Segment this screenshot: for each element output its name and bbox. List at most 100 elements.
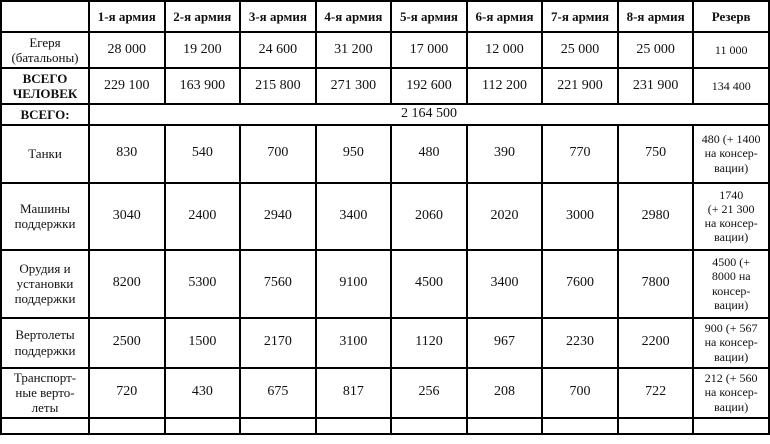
grand-total-cell: 2 164 500 <box>88 103 770 126</box>
table-row: Вертолеты поддержки 2500 1500 2170 3100 1120 9… <box>0 316 770 369</box>
cell-value: 830 <box>88 123 166 184</box>
cell-value: 3100 <box>314 316 393 369</box>
empty-cell <box>314 416 393 435</box>
row-label: ВСЕГО: <box>0 103 90 126</box>
table-header: 1-я армия 2-я армия 3-я армия 4-я армия … <box>0 0 770 33</box>
table-row: Орудия и установки поддержки 8200 5300 7560… <box>0 248 770 319</box>
row-label: Машины поддержки <box>0 181 90 251</box>
table-body: Егеря (батальоны) 28 000 19 200 24 600 31 20… <box>0 31 770 435</box>
cell-value: 4500 <box>390 248 468 319</box>
empty-cell <box>616 416 695 435</box>
military-forces-table: 1-я армия 2-я армия 3-я армия 4-я армия … <box>0 0 770 435</box>
column-header-army-1: 1-я армия <box>88 0 166 33</box>
table-row: Танки 830 540 700 950 480 390 770 750 480 (+ 1400… <box>0 123 770 184</box>
cell-value: 770 <box>541 123 619 184</box>
cell-value: 12 000 <box>465 31 544 69</box>
cell-value: 430 <box>163 366 242 419</box>
table-row: ВСЕГО: 2 164 500 <box>0 103 770 126</box>
cell-value: 950 <box>314 123 393 184</box>
cell-value: 2230 <box>541 316 619 369</box>
cell-value: 750 <box>616 123 695 184</box>
table-row: ВСЕГО ЧЕЛОВЕК 229 100 163 900 215 800 271 30… <box>0 67 770 105</box>
cell-value: 25 000 <box>541 31 619 69</box>
column-header-army-5: 5-я армия <box>390 0 468 33</box>
cell-value: 231 900 <box>616 67 695 105</box>
table-row: Транспорт- ные верто- леты 720 430 675 817 25… <box>0 366 770 419</box>
empty-cell <box>0 416 90 435</box>
cell-value: 3040 <box>88 181 166 251</box>
cell-value: 9100 <box>314 248 393 319</box>
cell-value: 8200 <box>88 248 166 319</box>
cell-value: 2940 <box>239 181 317 251</box>
cell-value: 817 <box>314 366 393 419</box>
column-header-army-6: 6-я армия <box>465 0 544 33</box>
cell-value: 7600 <box>541 248 619 319</box>
row-label: Вертолеты поддержки <box>0 316 90 369</box>
cell-value: 256 <box>390 366 468 419</box>
cell-value: 2400 <box>163 181 242 251</box>
cell-value: 17 000 <box>390 31 468 69</box>
cell-value: 3400 <box>465 248 544 319</box>
row-label: ВСЕГО ЧЕЛОВЕК <box>0 67 90 105</box>
empty-cell <box>88 416 166 435</box>
cell-value: 1740 (+ 21 300 на консер- вации) <box>692 181 770 251</box>
cell-value: 3400 <box>314 181 393 251</box>
partial-cutoff-row <box>0 416 770 435</box>
cell-value: 1500 <box>163 316 242 369</box>
cell-value: 24 600 <box>239 31 317 69</box>
cell-value: 480 (+ 1400 на консер- вации) <box>692 123 770 184</box>
cell-value: 31 200 <box>314 31 393 69</box>
cell-value: 700 <box>541 366 619 419</box>
row-label: Егеря (батальоны) <box>0 31 90 69</box>
cell-value: 271 300 <box>314 67 393 105</box>
cell-value: 19 200 <box>163 31 242 69</box>
column-header-army-8: 8-я армия <box>616 0 695 33</box>
cell-value: 25 000 <box>616 31 695 69</box>
table-row: Машины поддержки 3040 2400 2940 3400 2060 2020… <box>0 181 770 251</box>
cell-value: 5300 <box>163 248 242 319</box>
empty-cell <box>390 416 468 435</box>
cell-value: 967 <box>465 316 544 369</box>
corner-cell <box>0 0 90 33</box>
cell-value: 7560 <box>239 248 317 319</box>
column-header-army-2: 2-я армия <box>163 0 242 33</box>
cell-value: 720 <box>88 366 166 419</box>
cell-value: 134 400 <box>692 67 770 105</box>
cell-value: 215 800 <box>239 67 317 105</box>
cell-value: 208 <box>465 366 544 419</box>
cell-value: 7800 <box>616 248 695 319</box>
cell-value: 480 <box>390 123 468 184</box>
cell-value: 3000 <box>541 181 619 251</box>
cell-value: 2200 <box>616 316 695 369</box>
cell-value: 900 (+ 567 на консер- вации) <box>692 316 770 369</box>
cell-value: 212 (+ 560 на консер- вации) <box>692 366 770 419</box>
cell-value: 2980 <box>616 181 695 251</box>
empty-cell <box>163 416 242 435</box>
cell-value: 192 600 <box>390 67 468 105</box>
cell-value: 722 <box>616 366 695 419</box>
row-label: Танки <box>0 123 90 184</box>
row-label: Орудия и установки поддержки <box>0 248 90 319</box>
cell-value: 4500 (+ 8000 на консер- вации) <box>692 248 770 319</box>
cell-value: 1120 <box>390 316 468 369</box>
cell-value: 28 000 <box>88 31 166 69</box>
cell-value: 390 <box>465 123 544 184</box>
cell-value: 540 <box>163 123 242 184</box>
cell-value: 163 900 <box>163 67 242 105</box>
empty-cell <box>465 416 544 435</box>
cell-value: 229 100 <box>88 67 166 105</box>
header-row: 1-я армия 2-я армия 3-я армия 4-я армия … <box>0 0 770 33</box>
empty-cell <box>692 416 770 435</box>
column-header-army-4: 4-я армия <box>314 0 393 33</box>
cell-value: 221 900 <box>541 67 619 105</box>
column-header-army-3: 3-я армия <box>239 0 317 33</box>
cell-value: 2170 <box>239 316 317 369</box>
row-label: Транспорт- ные верто- леты <box>0 366 90 419</box>
column-header-reserve: Резерв <box>692 0 770 33</box>
cell-value: 675 <box>239 366 317 419</box>
empty-cell <box>239 416 317 435</box>
cell-value: 2060 <box>390 181 468 251</box>
cell-value: 112 200 <box>465 67 544 105</box>
empty-cell <box>541 416 619 435</box>
